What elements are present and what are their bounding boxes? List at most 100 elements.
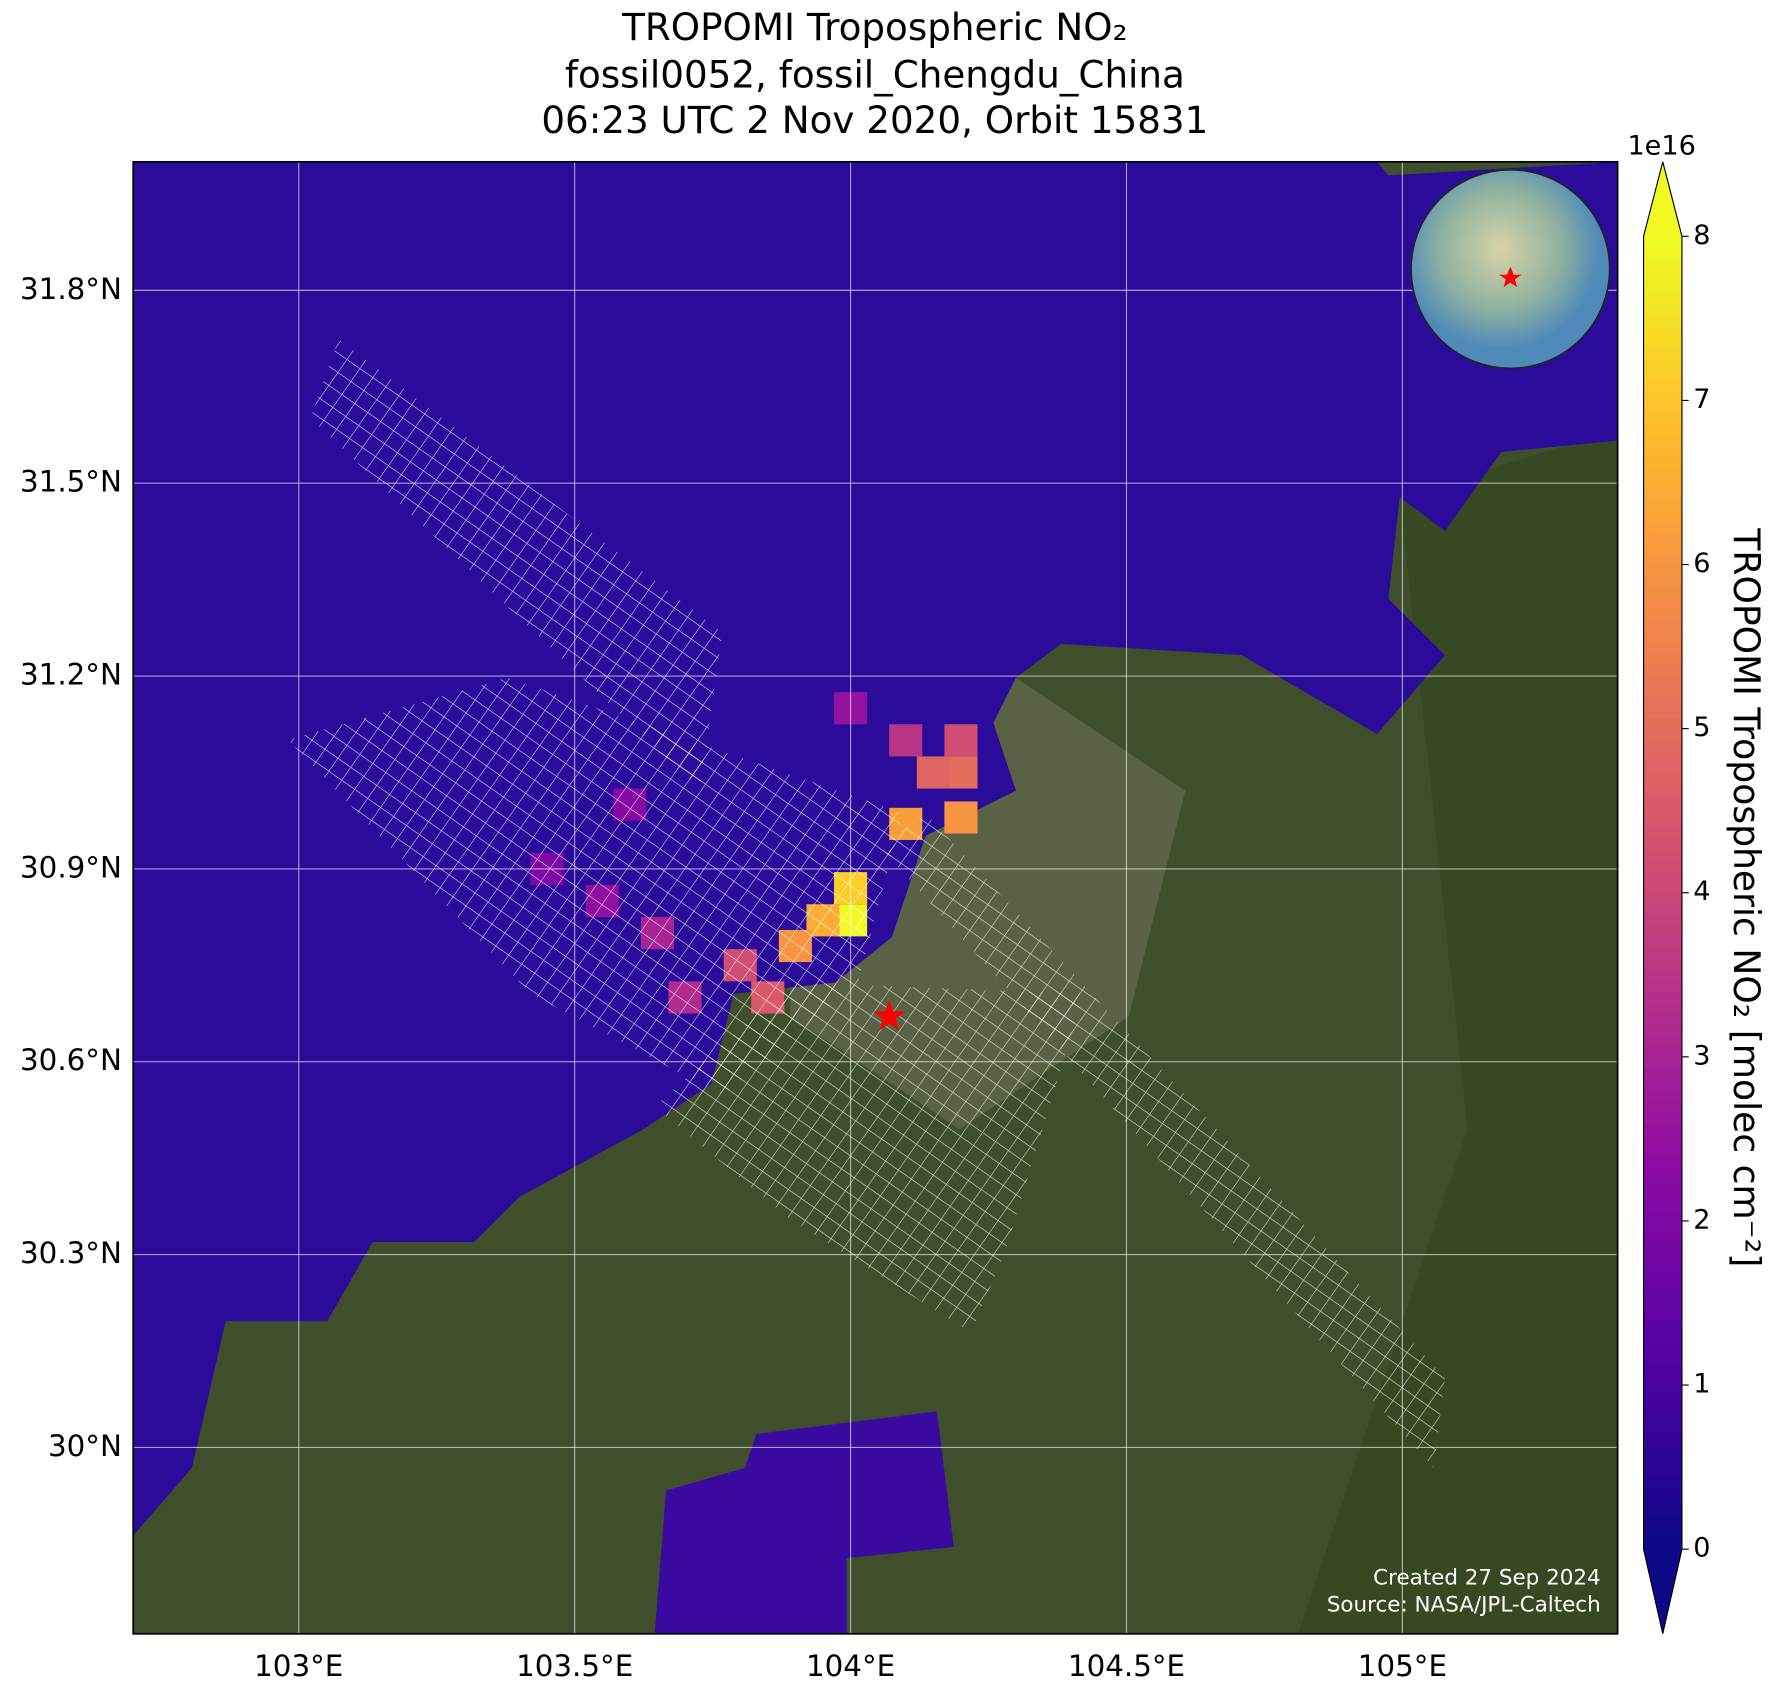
colorbar-step <box>1643 411 1682 423</box>
colorbar-step <box>1643 1439 1682 1452</box>
colorbar-multiplier: 1e16 <box>1627 131 1695 162</box>
colorbar-step <box>1643 323 1682 336</box>
colorbar-step <box>1643 542 1682 555</box>
title-line: fossil0052, fossil_Chengdu_China <box>565 53 1185 97</box>
colorbar-step <box>1643 641 1682 653</box>
colorbar-step <box>1643 433 1682 445</box>
colorbar-step <box>1643 1538 1682 1550</box>
colorbar-step <box>1643 1516 1682 1528</box>
colorbar-step <box>1643 706 1682 719</box>
colorbar-step <box>1643 772 1682 785</box>
colorbar-step <box>1643 1472 1682 1485</box>
colorbar-step <box>1643 1034 1682 1047</box>
no2-pixel <box>944 724 978 757</box>
colorbar-tick-label: 0 <box>1693 1533 1710 1564</box>
colorbar-step <box>1643 586 1682 599</box>
no2-pixel <box>944 801 978 834</box>
colorbar-step <box>1643 859 1682 872</box>
colorbar-step <box>1643 1122 1682 1135</box>
colorbar-tick-label: 2 <box>1693 1204 1710 1235</box>
y-tick-label: 30.6°N <box>20 1043 122 1077</box>
colorbar-step <box>1643 980 1682 992</box>
colorbar-step <box>1643 630 1682 642</box>
y-tick-label: 31.5°N <box>20 465 122 499</box>
colorbar-step <box>1643 1461 1682 1474</box>
colorbar-step <box>1643 947 1682 960</box>
title-line: TROPOMI Tropospheric NO₂ <box>621 5 1127 49</box>
x-tick-label: 104.5°E <box>1068 1649 1185 1683</box>
colorbar-step <box>1643 487 1682 500</box>
colorbar-step <box>1643 794 1682 806</box>
colorbar-step <box>1643 914 1682 927</box>
colorbar-step <box>1643 1275 1682 1288</box>
colorbar-step <box>1643 1209 1682 1222</box>
colorbar-step <box>1643 345 1682 358</box>
colorbar-step <box>1643 662 1682 675</box>
colorbar-step <box>1643 805 1682 817</box>
colorbar-step <box>1643 838 1682 850</box>
colorbar-label: TROPOMI Tropospheric NO₂ [molec cm⁻²] <box>1725 527 1768 1267</box>
colorbar-step <box>1643 1374 1682 1386</box>
colorbar-step <box>1643 1220 1682 1233</box>
colorbar-step <box>1643 827 1682 839</box>
colorbar-step <box>1643 925 1682 938</box>
colorbar-step <box>1643 1067 1682 1080</box>
colorbar-step <box>1643 684 1682 697</box>
colorbar-extend-max <box>1643 161 1682 237</box>
no2-field <box>654 1411 954 1634</box>
map-frame <box>132 160 1619 1635</box>
colorbar-tick-label: 6 <box>1693 548 1710 579</box>
x-tick-label: 103°E <box>254 1649 343 1683</box>
colorbar-step <box>1643 1177 1682 1189</box>
colorbar-step <box>1643 258 1682 270</box>
colorbar-step <box>1643 1253 1682 1266</box>
colorbar-step <box>1643 1494 1682 1507</box>
colorbar-step <box>1643 400 1682 413</box>
colorbar-step <box>1643 1024 1682 1036</box>
colorbar-step <box>1643 1417 1682 1430</box>
colorbar-step <box>1643 991 1682 1003</box>
colorbar-step <box>1643 739 1682 752</box>
forest <box>1298 429 1618 1634</box>
colorbar-step <box>1643 728 1682 741</box>
x-tick-label: 103.5°E <box>516 1649 633 1683</box>
colorbar-step <box>1643 477 1682 489</box>
colorbar-step <box>1643 422 1682 434</box>
target-mesh <box>654 982 1084 1333</box>
colorbar-step <box>1643 1330 1682 1342</box>
colorbar-tick-label: 8 <box>1693 220 1710 251</box>
credit: Source: NASA/JPL-Caltech <box>1327 1593 1601 1618</box>
colorbar-step <box>1643 269 1682 281</box>
colorbar-step <box>1643 1395 1682 1408</box>
no2-pixel <box>916 756 950 789</box>
colorbar-step <box>1643 958 1682 970</box>
colorbar-step <box>1643 280 1682 292</box>
colorbar-step <box>1643 1111 1682 1124</box>
colorbar-step <box>1643 367 1682 380</box>
colorbar-step <box>1643 356 1682 369</box>
y-tick-label: 31.8°N <box>20 272 122 306</box>
colorbar-step <box>1643 312 1682 325</box>
colorbar-step <box>1643 750 1682 763</box>
colorbar-step <box>1643 1363 1682 1375</box>
colorbar-step <box>1643 1264 1682 1277</box>
no2-pixel <box>889 724 923 757</box>
y-tick-label: 30°N <box>48 1429 122 1463</box>
map <box>133 161 1618 1634</box>
colorbar-step <box>1643 1100 1682 1113</box>
colorbar-step <box>1643 1155 1682 1167</box>
colorbar-step <box>1643 520 1682 533</box>
colorbar-step <box>1643 564 1682 577</box>
colorbar-step <box>1643 1188 1682 1200</box>
colorbar: 0 1 2 3 4 5 6 7 8 <box>1643 161 1710 1634</box>
colorbar-step <box>1643 1166 1682 1178</box>
colorbar-step <box>1643 291 1682 303</box>
title-line: 06:23 UTC 2 Nov 2020, Orbit 15831 <box>541 98 1208 142</box>
globe-star <box>1499 266 1522 288</box>
colorbar-step <box>1643 236 1682 248</box>
colorbar-step <box>1643 334 1682 347</box>
target-mesh <box>310 339 723 791</box>
colorbar-step <box>1643 1483 1682 1496</box>
colorbar-step <box>1643 1297 1682 1310</box>
target-mesh <box>880 813 1445 1468</box>
